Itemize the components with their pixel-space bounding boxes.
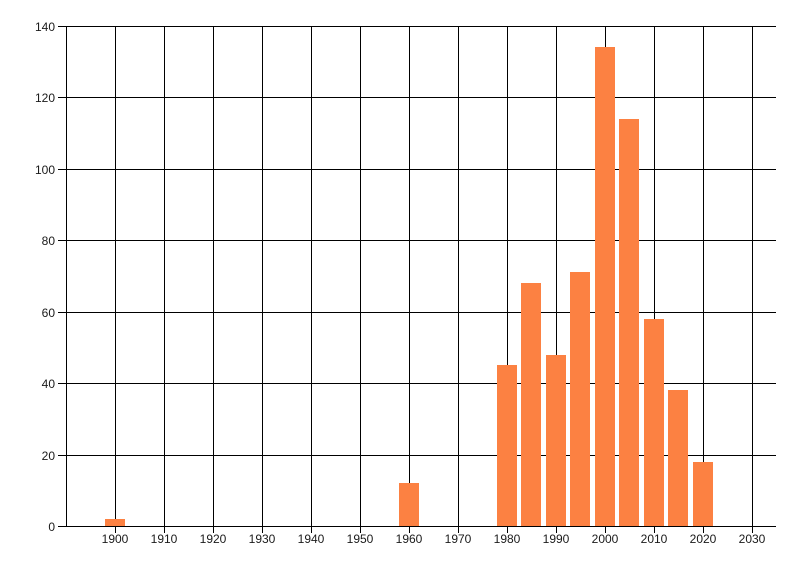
bar	[668, 390, 688, 526]
x-tick-label: 1960	[395, 532, 423, 546]
bar	[497, 365, 517, 526]
x-axis-line	[58, 526, 776, 527]
x-tick-label: 2000	[591, 532, 619, 546]
y-tick-label: 60	[41, 306, 55, 320]
bar	[693, 462, 713, 526]
v-gridline	[752, 26, 753, 533]
y-tick-label: 120	[34, 91, 55, 105]
bar	[619, 119, 639, 526]
y-tick-label: 20	[41, 449, 55, 463]
x-tick-label: 1980	[493, 532, 521, 546]
bar	[644, 319, 664, 526]
y-tick-label: 40	[41, 377, 55, 391]
v-gridline	[654, 26, 655, 533]
v-gridline	[164, 26, 165, 533]
y-tick-label: 80	[41, 234, 55, 248]
v-gridline	[311, 26, 312, 533]
bar	[399, 483, 419, 526]
v-gridline	[409, 26, 410, 533]
x-tick-label: 1970	[444, 532, 472, 546]
h-gridline	[58, 169, 776, 170]
x-tick-label: 1930	[248, 532, 276, 546]
h-gridline	[58, 312, 776, 313]
h-gridline	[58, 97, 776, 98]
bar	[105, 519, 125, 526]
v-gridline	[262, 26, 263, 533]
y-tick-label: 0	[48, 520, 55, 534]
v-gridline	[703, 26, 704, 533]
bar	[595, 47, 615, 526]
x-tick-label: 2020	[689, 532, 717, 546]
x-tick-label: 2030	[738, 532, 766, 546]
v-gridline	[507, 26, 508, 533]
h-gridline	[58, 455, 776, 456]
x-tick-label: 1940	[297, 532, 325, 546]
v-gridline	[556, 26, 557, 533]
h-gridline	[58, 383, 776, 384]
x-tick-label: 1990	[542, 532, 570, 546]
x-tick-label: 1920	[199, 532, 227, 546]
bar	[521, 283, 541, 526]
v-gridline	[360, 26, 361, 533]
h-gridline	[58, 26, 776, 27]
y-axis-line	[66, 26, 67, 526]
y-tick-label: 100	[34, 163, 55, 177]
x-tick-label: 1950	[346, 532, 374, 546]
x-tick-label: 1900	[101, 532, 129, 546]
x-tick-label: 1910	[150, 532, 178, 546]
x-tick-label: 2010	[640, 532, 668, 546]
v-gridline	[115, 26, 116, 533]
v-gridline	[458, 26, 459, 533]
v-gridline	[213, 26, 214, 533]
y-tick-label: 140	[34, 20, 55, 34]
h-gridline	[58, 240, 776, 241]
bar	[570, 272, 590, 526]
bar	[546, 355, 566, 526]
